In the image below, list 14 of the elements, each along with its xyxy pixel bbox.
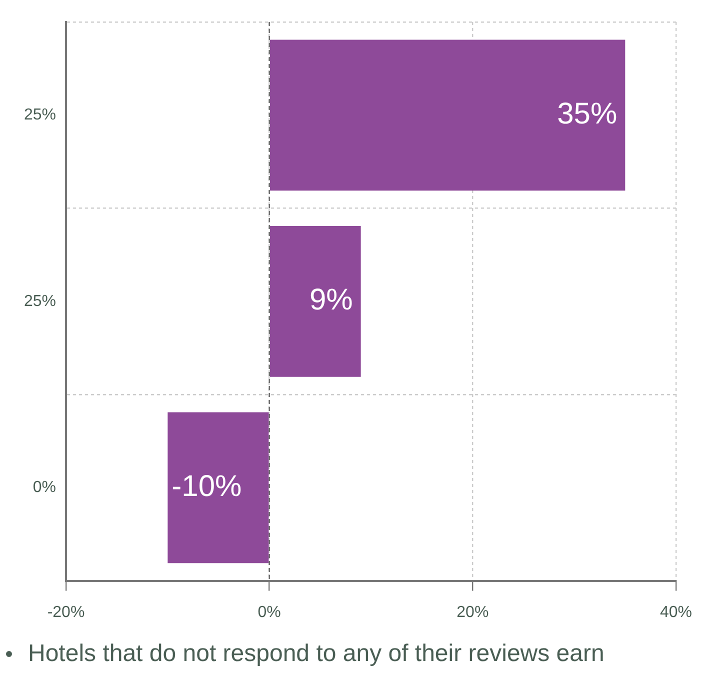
bar [168, 412, 269, 564]
data-label: 9% [309, 284, 353, 317]
text: Hotels that do not respond to any of their reviews earn [28, 640, 604, 668]
x-tick-label: 20% [456, 604, 489, 621]
bar [270, 40, 626, 191]
x-tick-label: -20% [47, 604, 85, 621]
y-tick-label: 25% [24, 292, 56, 310]
x-tick-label: 0% [258, 604, 281, 621]
y-tick-label: 25% [24, 106, 56, 124]
data-label: -10% [172, 470, 242, 503]
bar [270, 226, 361, 377]
y-tick-label: 0% [32, 479, 56, 496]
data-label: 35% [557, 97, 618, 130]
x-tick-label: 40% [660, 604, 692, 621]
